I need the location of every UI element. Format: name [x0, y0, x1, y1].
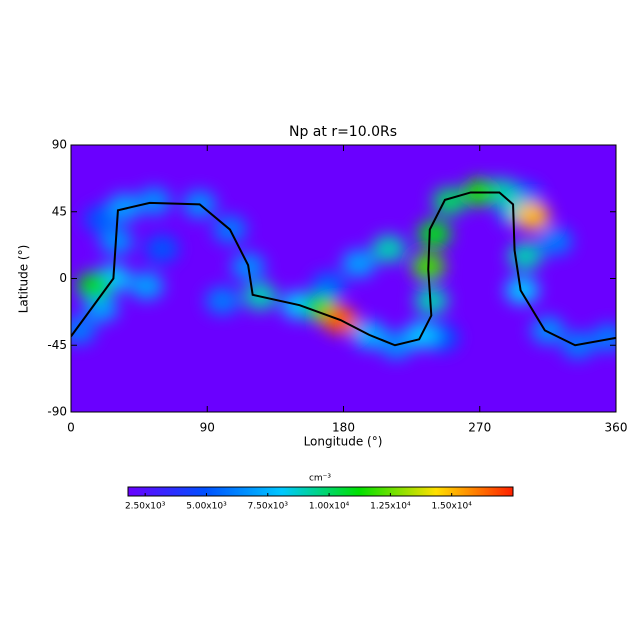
field-feature [432, 187, 467, 216]
field-feature [71, 316, 96, 345]
x-tick-label: 90 [200, 421, 215, 435]
colorbar-tick-label: 2.50x10³ [125, 502, 166, 512]
colorbar-tick-label: 1.00x10⁴ [309, 502, 350, 512]
field-feature [311, 271, 346, 300]
field-feature [137, 187, 172, 216]
y-tick-label: -45 [47, 338, 67, 352]
field-feature [505, 276, 540, 305]
field-feature [341, 249, 376, 278]
colorbar-tick-label: 7.50x10³ [248, 502, 289, 512]
field-feature [508, 242, 543, 271]
plot-area [71, 145, 616, 412]
colorbar-label: cm⁻³ [309, 474, 331, 484]
colorbar-tick-label: 5.00x10³ [186, 502, 227, 512]
x-tick-label: 0 [67, 421, 75, 435]
neutral-line [71, 191, 616, 347]
x-tick-label: 270 [468, 421, 491, 435]
field-feature [530, 316, 565, 345]
axes: 0 90 180 270 360 -90 -45 0 45 90 2.50x10³ 5.00x10³ 7… [47, 138, 627, 512]
field [71, 178, 616, 360]
field-feature [144, 234, 179, 263]
field-feature [106, 193, 141, 222]
colorbar-tick-label: 1.50x10⁴ [431, 502, 472, 512]
chart-title: Np at r=10.0Rs [289, 124, 397, 140]
field-feature [129, 271, 164, 300]
field-feature [205, 286, 240, 315]
x-tick-label: 180 [332, 421, 355, 435]
x-axis-label: Longitude (°) [304, 435, 383, 449]
field-feature [515, 202, 550, 231]
field-feature [538, 227, 573, 256]
x-tick-label: 360 [605, 421, 628, 435]
field-feature [591, 323, 616, 352]
y-axis-label: Latitude (°) [17, 245, 31, 314]
field-feature [371, 234, 406, 263]
y-tick-label: -90 [47, 405, 67, 419]
y-tick-label: 90 [52, 138, 67, 152]
field-feature [76, 271, 111, 300]
field-feature [417, 220, 452, 248]
y-tick-label: 0 [59, 271, 67, 285]
colorbar [127, 486, 514, 497]
y-tick-label: 45 [52, 204, 67, 218]
colorbar-tick-label: 1.25x10⁴ [370, 502, 411, 512]
field-feature [84, 294, 119, 323]
